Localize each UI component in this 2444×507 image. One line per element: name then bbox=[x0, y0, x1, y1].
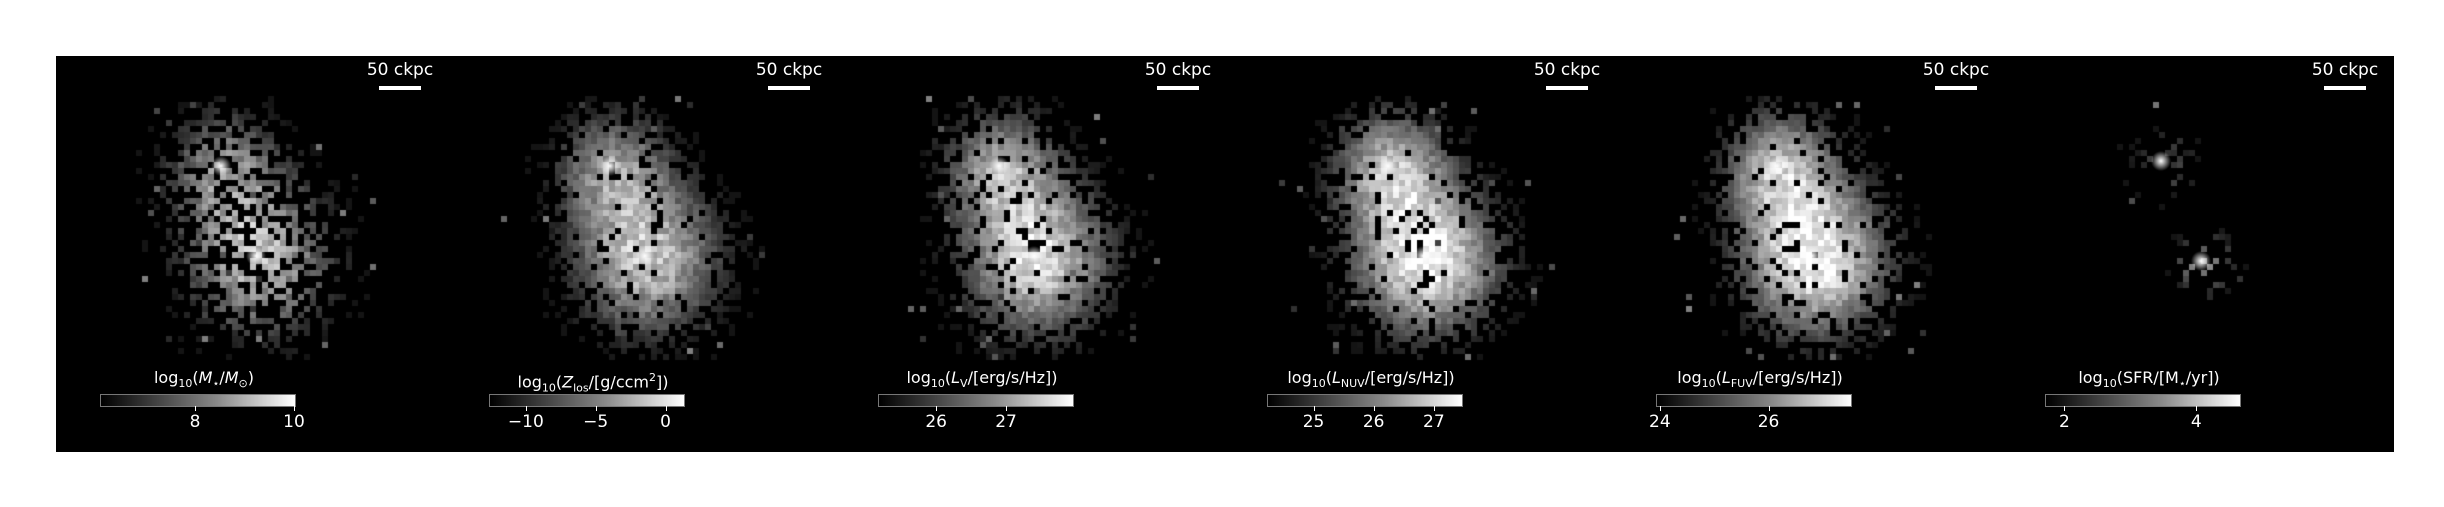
map-panel-6: 50 ckpc log10(SFR/[M⋆/yr]) 2 4 bbox=[2001, 56, 2390, 452]
colorbar-tick-label: 26 bbox=[1757, 412, 1780, 432]
colorbar-tick bbox=[665, 406, 667, 411]
colorbar-tick-label: 4 bbox=[2190, 412, 2202, 432]
scale-bar bbox=[379, 86, 421, 90]
colorbar bbox=[878, 394, 1074, 407]
colorbar-tick-label: −10 bbox=[507, 412, 544, 432]
colorbar bbox=[489, 394, 685, 407]
colorbar-label: log10(SFR/[M⋆/yr]) bbox=[2078, 368, 2220, 391]
scale-bar bbox=[768, 86, 810, 90]
colorbar-tick bbox=[936, 406, 938, 411]
scale-bar-label: 50 ckpc bbox=[1922, 60, 1990, 80]
colorbar-tick-label: 2 bbox=[2058, 412, 2070, 432]
map-panel-3: 50 ckpc log10(LV/[erg/s/Hz]) 26 27 bbox=[834, 56, 1223, 452]
colorbar-tick bbox=[195, 406, 197, 411]
colorbar-tick bbox=[1768, 406, 1770, 411]
colorbar-label: log10(LNUV/[erg/s/Hz]) bbox=[1287, 368, 1455, 391]
colorbar-tick bbox=[1373, 406, 1375, 411]
scale-bar-label: 50 ckpc bbox=[1144, 60, 1212, 80]
colorbar-tick-label: 26 bbox=[925, 412, 947, 432]
colorbar-label: log10(LV/[erg/s/Hz]) bbox=[906, 368, 1058, 391]
scale-bar-label: 50 ckpc bbox=[755, 60, 823, 80]
galaxy-map bbox=[1612, 56, 2001, 452]
colorbar-tick bbox=[595, 406, 597, 411]
colorbar-tick bbox=[2196, 406, 2198, 411]
galaxy-map bbox=[1223, 56, 1612, 452]
colorbar-tick bbox=[294, 406, 295, 411]
galaxy-map bbox=[2001, 56, 2390, 452]
map-panel-2: 50 ckpc log10(Zlos/[g/ccm2]) −10 −5 0 bbox=[445, 56, 834, 452]
galaxy-map bbox=[834, 56, 1223, 452]
map-panel-1: 50 ckpc log10(M⋆/M⊙) 8 10 bbox=[56, 56, 445, 452]
colorbar-tick bbox=[525, 406, 527, 411]
colorbar-tick-label: −5 bbox=[583, 412, 609, 432]
colorbar-tick-label: 24 bbox=[1649, 412, 1671, 432]
galaxy-map bbox=[445, 56, 834, 452]
colorbar-tick bbox=[1006, 406, 1008, 411]
scale-bar-label: 50 ckpc bbox=[1533, 60, 1601, 80]
colorbar-tick bbox=[1433, 406, 1435, 411]
colorbar-label: log10(Zlos/[g/ccm2]) bbox=[517, 371, 669, 395]
scale-bar-label: 50 ckpc bbox=[2311, 60, 2379, 80]
colorbar bbox=[2045, 394, 2241, 407]
figure: 50 ckpc log10(M⋆/M⊙) 8 10 50 ckpc log10(Zlos/… bbox=[56, 56, 2394, 452]
colorbar bbox=[100, 394, 296, 407]
colorbar-tick-label: 10 bbox=[283, 412, 305, 432]
colorbar-tick-label: 27 bbox=[1423, 412, 1445, 432]
colorbar-tick-label: 8 bbox=[189, 412, 201, 432]
colorbar-tick-label: 26 bbox=[1362, 412, 1385, 432]
colorbar-label: log10(M⋆/M⊙) bbox=[153, 368, 254, 391]
colorbar bbox=[1267, 394, 1463, 407]
map-panel-4: 50 ckpc log10(LNUV/[erg/s/Hz]) 25 26 27 bbox=[1223, 56, 1612, 452]
colorbar-tick bbox=[1659, 406, 1661, 411]
scale-bar bbox=[1157, 86, 1199, 90]
colorbar-tick bbox=[1313, 406, 1315, 411]
colorbar-tick-label: 25 bbox=[1302, 412, 1325, 432]
colorbar-tick bbox=[2064, 406, 2066, 411]
colorbar bbox=[1656, 394, 1852, 407]
scale-bar bbox=[2324, 86, 2366, 90]
scale-bar-label: 50 ckpc bbox=[366, 60, 434, 80]
scale-bar bbox=[1935, 86, 1977, 90]
galaxy-map bbox=[56, 56, 445, 452]
colorbar-tick-label: 0 bbox=[660, 412, 671, 432]
map-panel-5: 50 ckpc log10(LFUV/[erg/s/Hz]) 24 26 bbox=[1612, 56, 2001, 452]
colorbar-tick-label: 27 bbox=[995, 412, 1017, 432]
scale-bar bbox=[1546, 86, 1588, 90]
colorbar-label: log10(LFUV/[erg/s/Hz]) bbox=[1677, 368, 1843, 391]
